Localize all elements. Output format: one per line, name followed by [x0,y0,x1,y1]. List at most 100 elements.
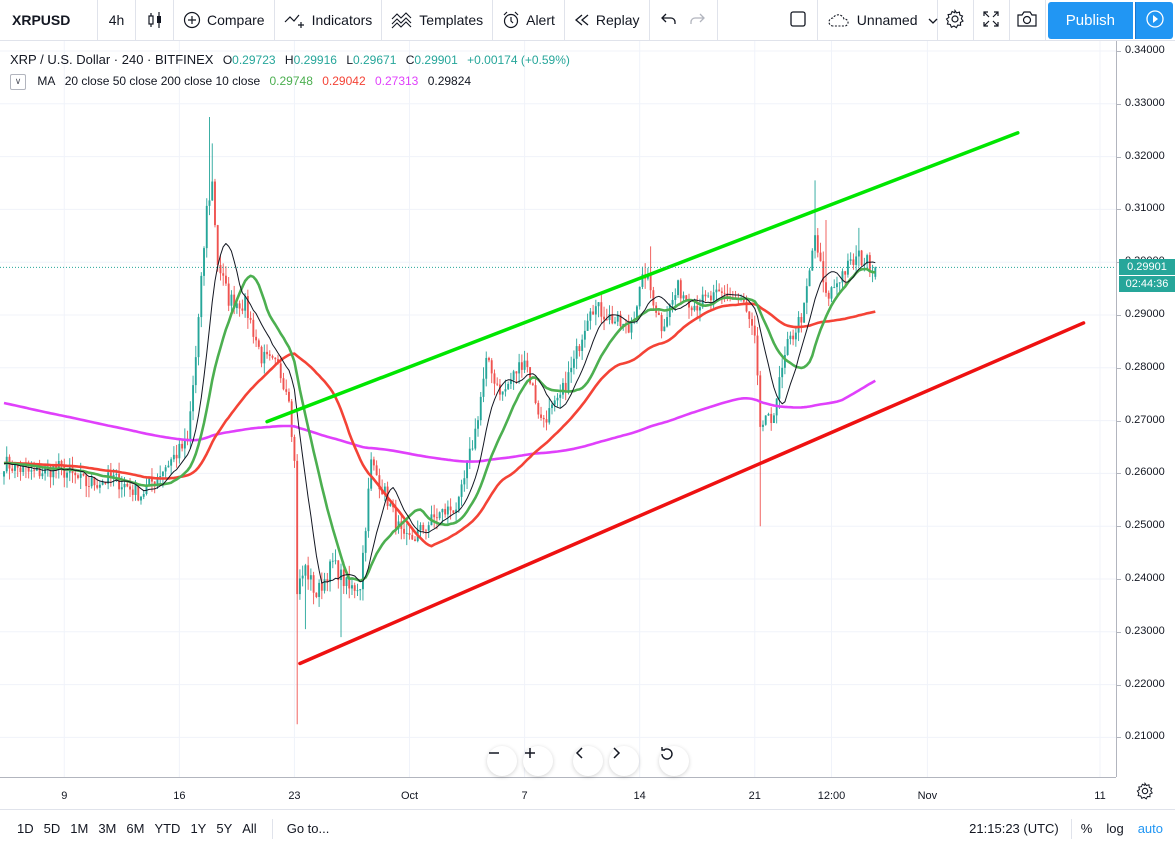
candle-body [293,436,296,461]
range-5d[interactable]: 5D [43,821,61,836]
candle-body [548,408,551,423]
candle [846,253,849,278]
candle [194,345,197,394]
candle [367,477,370,538]
candle [318,579,321,607]
candle-body [11,468,14,471]
candle-body [564,382,567,392]
candle [479,391,482,426]
candle-body [79,473,82,478]
range-1y[interactable]: 1Y [190,821,207,836]
candle-body [463,478,466,485]
candle-body [134,484,137,495]
candle-body [441,509,444,513]
candle [523,350,526,374]
candle-body [364,531,367,553]
range-ytd[interactable]: YTD [154,821,181,836]
candle-body [562,382,564,395]
symbol-search-button[interactable]: XRPUSD [0,0,98,41]
candle [474,418,477,451]
candle [263,344,266,374]
candle-body [323,579,326,591]
candle-body [178,443,181,459]
range-5y[interactable]: 5Y [216,821,233,836]
publish-button[interactable]: Publish [1047,1,1133,39]
replay-button[interactable]: Replay [565,0,650,41]
candle [855,245,858,275]
indicators-button[interactable]: Indicators [275,0,383,41]
candle-body [816,235,819,253]
candle [167,460,170,468]
percent-scale-toggle[interactable]: % [1080,821,1093,836]
time-axis[interactable]: 9 16 23 Oct 7 14 21 12:00 Nov 11 [0,777,1116,809]
price-tick-mark [1117,156,1121,158]
candle-body [696,305,699,311]
log-scale-toggle[interactable]: log [1106,821,1124,836]
range-6m[interactable]: 6M [126,821,145,836]
candle [101,479,104,486]
redo-icon[interactable] [689,11,705,30]
candle-body [296,460,299,595]
candle [172,446,175,463]
range-3m[interactable]: 3M [98,821,117,836]
templates-button[interactable]: Templates [382,0,494,41]
range-1d[interactable]: 1D [17,821,34,836]
candle-body [586,320,589,331]
zoom-out-button[interactable] [487,746,517,776]
candle-body [529,367,532,384]
auto-scale-toggle[interactable]: auto [1137,821,1163,836]
candle-body [794,332,797,340]
reset-chart-button[interactable] [659,746,689,776]
alert-button[interactable]: Alert [493,0,565,41]
candle-body [825,282,827,293]
candle-body [860,250,863,266]
candle-body [583,330,586,340]
candle-body [498,384,501,395]
candle-body [452,510,455,513]
scroll-right-button[interactable] [609,746,639,776]
candle [74,470,77,484]
candle [351,577,353,596]
go-to-date-button[interactable]: Go to... [286,821,330,836]
candle-body [224,275,227,284]
settings-button[interactable] [938,0,974,41]
price-scale[interactable]: 0.340000.330000.320000.310000.300000.290… [1116,41,1175,777]
chart-pane[interactable]: XRP / U.S. Dollar · 240 · BITFINEX O0.29… [0,41,1175,809]
range-1m[interactable]: 1M [70,821,89,836]
time-tick-label: 23 [288,790,301,802]
range-all[interactable]: All [242,821,257,836]
layout-name-button[interactable]: Unnamed [818,0,938,41]
candle-body [298,578,301,595]
utc-clock[interactable]: 21:15:23 (UTC) [969,821,1059,836]
candle-body [181,443,184,449]
candle-body [189,411,192,440]
candle [222,263,225,286]
candle [531,382,534,386]
candle-body [597,302,600,307]
candle [175,444,178,468]
compare-button[interactable]: Compare [174,0,275,41]
play-button[interactable] [1135,1,1173,39]
candle-body [512,371,515,381]
layout-select-button[interactable] [780,0,818,41]
candle [252,312,255,344]
candle-body [233,294,236,309]
candle [825,219,827,297]
time-tick-label: 11 [1094,790,1106,802]
chevron-down-icon[interactable]: ∨ [10,74,26,90]
candle [257,338,260,350]
chart-type-button[interactable] [136,0,174,41]
snapshot-button[interactable] [1010,0,1046,41]
candle [562,378,564,399]
candle [616,311,619,326]
price-plot[interactable] [0,41,1116,777]
candle-body [126,483,129,487]
candle-body [819,252,822,262]
play-circle-icon [1145,9,1165,32]
fullscreen-button[interactable] [974,0,1010,41]
zoom-in-button[interactable] [523,746,553,776]
undo-icon[interactable] [661,11,677,30]
candle [841,268,844,290]
scroll-left-button[interactable] [573,746,603,776]
interval-button[interactable]: 4h [98,0,136,41]
